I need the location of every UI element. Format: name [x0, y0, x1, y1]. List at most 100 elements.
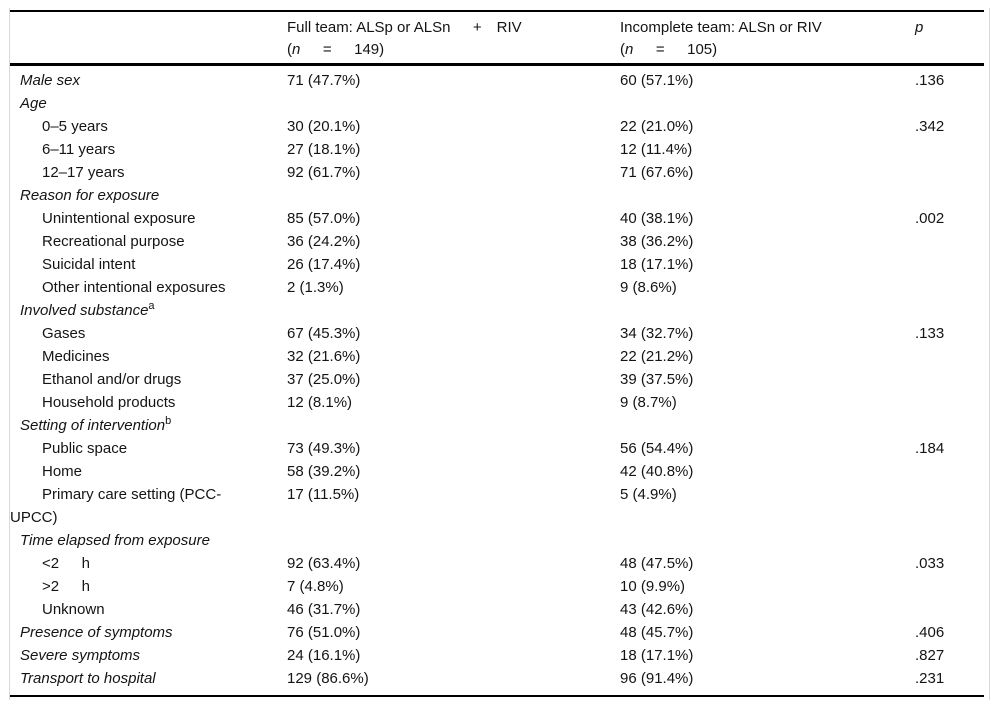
p-value: [915, 368, 984, 391]
incomplete-team-value: 22 (21.2%): [620, 348, 694, 365]
p-value: [915, 414, 984, 437]
row-label: Unintentional exposure: [42, 210, 196, 227]
full-team-value: 24 (16.1%): [287, 647, 361, 664]
table-row: Involved substancea: [10, 299, 984, 322]
row-label: 6–11 years: [42, 141, 116, 158]
p-value: [915, 253, 984, 276]
table-body: Male sex 71 (47.7%) 60 (57.1%) .136 Age …: [10, 66, 984, 697]
row-label: Gases: [42, 325, 86, 342]
full-team-value: 37 (25.0%): [287, 371, 361, 388]
incomplete-team-value: [620, 414, 915, 437]
table-row: Time elapsed from exposure: [10, 529, 984, 552]
full-team-value: [287, 184, 620, 207]
table-row: Medicines 32 (21.6%) 22 (21.2%): [10, 345, 984, 368]
table-header-row: Full team: ALSp or ALSn + RIV (n = 149) …: [10, 12, 984, 66]
row-label: Severe symptoms: [20, 647, 141, 664]
full-team-value: 73 (49.3%): [287, 440, 361, 457]
incomplete-team-value: 10 (9.9%): [620, 578, 686, 595]
full-team-value: 85 (57.0%): [287, 210, 361, 227]
row-label: Medicines: [42, 348, 110, 365]
table-row: >2 h 7 (4.8%) 10 (9.9%): [10, 575, 984, 598]
row-label: Other intentional exposures: [42, 279, 226, 296]
incomplete-team-value: 42 (40.8%): [620, 463, 694, 480]
table-row: Recreational purpose 36 (24.2%) 38 (36.2…: [10, 230, 984, 253]
full-team-value: 32 (21.6%): [287, 348, 361, 365]
incomplete-team-value: 96 (91.4%): [620, 670, 694, 687]
table-row: Public space 73 (49.3%) 56 (54.4%) .184: [10, 437, 984, 460]
table-row: 0–5 years 30 (20.1%) 22 (21.0%) .342: [10, 115, 984, 138]
row-label: Unknown: [42, 601, 105, 618]
incomplete-team-value: 34 (32.7%): [620, 325, 694, 342]
full-team-value: 129 (86.6%): [287, 670, 369, 687]
full-team-value: [287, 529, 620, 552]
full-team-value: 2 (1.3%): [287, 279, 344, 296]
table-row: Reason for exposure: [10, 184, 984, 207]
incomplete-team-value: 43 (42.6%): [620, 601, 694, 618]
table-row: Unknown 46 (31.7%) 43 (42.6%): [10, 598, 984, 621]
incomplete-team-value: 60 (57.1%): [620, 72, 694, 89]
full-team-value: 17 (11.5%): [287, 486, 360, 503]
full-team-value: 58 (39.2%): [287, 463, 361, 480]
table-row: Household products 12 (8.1%) 9 (8.7%): [10, 391, 984, 414]
full-team-value: 71 (47.7%): [287, 72, 361, 89]
row-label: >2 h: [42, 578, 90, 595]
row-label: Male sex: [20, 72, 81, 89]
full-team-value: 27 (18.1%): [287, 141, 361, 158]
incomplete-team-value: [620, 92, 915, 115]
p-value: [915, 460, 984, 483]
row-label: Ethanol and/or drugs: [42, 371, 182, 388]
table-row: Age: [10, 92, 984, 115]
header-incomplete-team-title: Incomplete team: ALSn or RIV: [620, 19, 822, 36]
header-full-team: Full team: ALSp or ALSn + RIV (n = 149): [287, 17, 620, 61]
p-value: .133: [915, 325, 945, 342]
incomplete-team-value: [620, 299, 915, 322]
incomplete-team-value: 22 (21.0%): [620, 118, 694, 135]
full-team-value: 30 (20.1%): [287, 118, 361, 135]
incomplete-team-value: 38 (36.2%): [620, 233, 694, 250]
incomplete-team-value: 71 (67.6%): [620, 164, 694, 181]
row-label: Reason for exposure: [20, 187, 160, 204]
incomplete-team-value: 48 (45.7%): [620, 624, 694, 641]
incomplete-team-value: 12 (11.4%): [620, 141, 693, 158]
full-team-value: 76 (51.0%): [287, 624, 361, 641]
p-value: [915, 483, 984, 529]
full-team-value: 12 (8.1%): [287, 394, 353, 411]
incomplete-team-value: 18 (17.1%): [620, 256, 694, 273]
incomplete-team-value: 18 (17.1%): [620, 647, 694, 664]
p-value: [915, 598, 984, 621]
p-value: [915, 575, 984, 598]
full-team-value: [287, 92, 620, 115]
incomplete-team-value: 9 (8.7%): [620, 394, 677, 411]
incomplete-team-value: 5 (4.9%): [620, 486, 677, 503]
incomplete-team-value: 40 (38.1%): [620, 210, 694, 227]
p-value: .231: [915, 670, 945, 687]
incomplete-team-value: [620, 529, 915, 552]
header-full-team-n: (n = 149): [287, 41, 385, 58]
full-team-value: 67 (45.3%): [287, 325, 361, 342]
table-row: Setting of interventionb: [10, 414, 984, 437]
p-value: .136: [915, 72, 945, 89]
incomplete-team-value: [620, 184, 915, 207]
characteristics-table: Full team: ALSp or ALSn + RIV (n = 149) …: [10, 10, 984, 697]
full-team-value: 92 (61.7%): [287, 164, 361, 181]
p-value: [915, 391, 984, 414]
table-row: Ethanol and/or drugs 37 (25.0%) 39 (37.5…: [10, 368, 984, 391]
incomplete-team-value: 56 (54.4%): [620, 440, 694, 457]
table-row: Other intentional exposures 2 (1.3%) 9 (…: [10, 276, 984, 299]
p-value: [915, 184, 984, 207]
row-label: Time elapsed from exposure: [20, 532, 210, 549]
p-value: [915, 276, 984, 299]
p-value: [915, 529, 984, 552]
full-team-value: 92 (63.4%): [287, 555, 361, 572]
row-label: <2 h: [42, 555, 90, 572]
full-team-value: [287, 414, 620, 437]
row-label: Involved substancea: [20, 300, 155, 320]
row-label: Suicidal intent: [42, 256, 136, 273]
p-value: .827: [915, 647, 945, 664]
header-incomplete-team: Incomplete team: ALSn or RIV (n = 105): [620, 17, 915, 61]
table-row: 12–17 years 92 (61.7%) 71 (67.6%): [10, 161, 984, 184]
p-value: .342: [915, 118, 945, 135]
table-row: Unintentional exposure 85 (57.0%) 40 (38…: [10, 207, 984, 230]
row-label: Home: [42, 463, 83, 480]
p-value: [915, 299, 984, 322]
